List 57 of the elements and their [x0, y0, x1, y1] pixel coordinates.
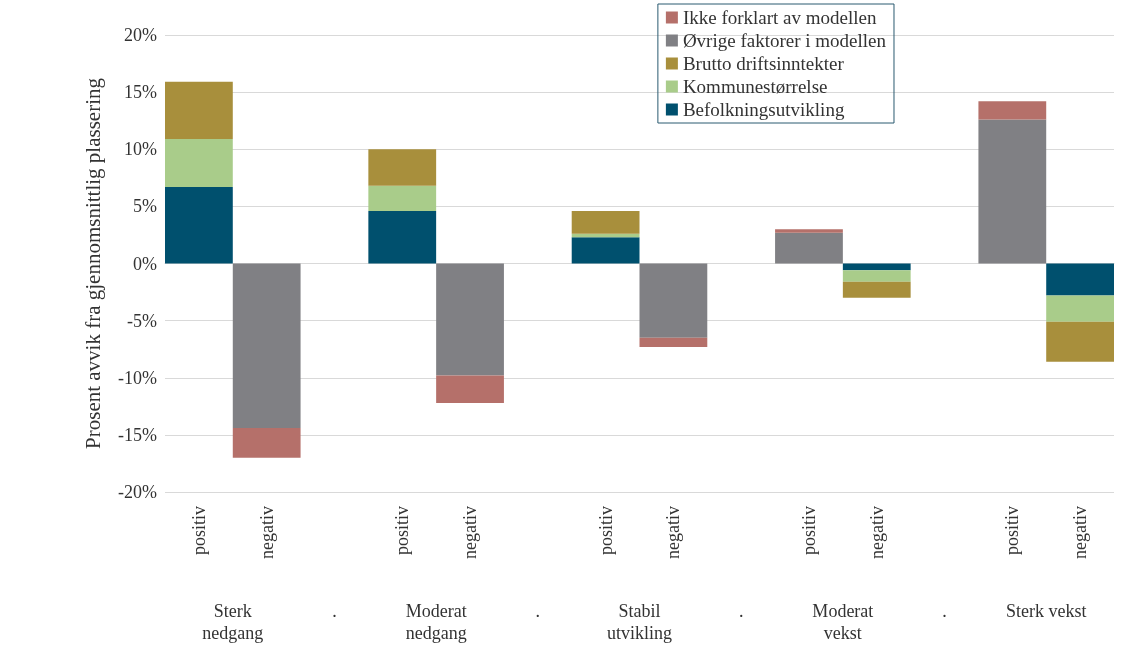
y-tick-label: 20%	[124, 25, 157, 45]
y-tick-label: -15%	[118, 424, 157, 445]
legend-label: Ikke forklart av modellen	[682, 7, 877, 28]
bar	[165, 138, 233, 187]
x-tick-label: negativ	[866, 506, 887, 559]
legend-label: Befolkningsutvikling	[682, 99, 845, 120]
text: Stabil utvikling	[606, 601, 673, 643]
text: Moderat nedgang	[405, 601, 467, 643]
bar	[775, 229, 843, 233]
text: Sterk nedgang	[202, 601, 264, 643]
text: .	[332, 601, 337, 621]
x-tick-label: positiv	[595, 506, 616, 556]
x-tick-label: negativ	[663, 506, 684, 559]
bar	[368, 149, 437, 186]
bar	[436, 263, 504, 376]
legend-label: Øvrige faktorer i modellen	[682, 30, 887, 51]
bar	[978, 101, 1047, 120]
bar	[1046, 295, 1114, 322]
bar	[1046, 263, 1114, 296]
x-tick-label: positiv	[392, 506, 413, 556]
text: .	[535, 601, 541, 621]
bar	[775, 232, 843, 264]
y-tick-label: -10%	[118, 367, 157, 388]
y-tick-label: 10%	[124, 139, 157, 160]
x-tick-label: negativ	[256, 506, 277, 559]
bar	[842, 270, 911, 282]
x-tick-label: positiv	[188, 506, 209, 556]
text: .	[738, 601, 744, 621]
bar	[571, 237, 640, 264]
y-tick-label: 0%	[133, 253, 157, 274]
text: Moderat vekst	[812, 601, 874, 643]
x-tick-label: negativ	[1070, 506, 1091, 559]
bar	[232, 263, 301, 429]
bar	[368, 185, 437, 211]
bar	[571, 210, 640, 234]
bar	[232, 428, 301, 458]
bar	[1046, 321, 1114, 362]
bar	[639, 337, 708, 347]
bar	[165, 186, 233, 264]
bar	[978, 119, 1047, 264]
bar	[436, 375, 504, 403]
bar	[639, 263, 708, 338]
text: .	[942, 601, 947, 621]
x-tick-label: negativ	[460, 506, 481, 559]
legend-label: Kommunestørrelse	[682, 76, 828, 97]
y-tick-label: -20%	[118, 482, 157, 502]
bar	[165, 81, 233, 139]
legend-label: Brutto driftsinntekter	[682, 53, 845, 74]
text: Sterk vekst	[1005, 601, 1087, 621]
x-tick-label: positiv	[1002, 506, 1023, 556]
y-tick-label: 15%	[124, 82, 157, 103]
y-axis-title: Prosent avvik fra gjennomsnittlig plassering	[80, 77, 105, 449]
y-tick-label: 5%	[133, 196, 157, 217]
bar	[368, 210, 437, 264]
y-tick-label: -5%	[127, 310, 157, 331]
bar	[842, 281, 911, 298]
x-tick-label: positiv	[798, 506, 819, 556]
